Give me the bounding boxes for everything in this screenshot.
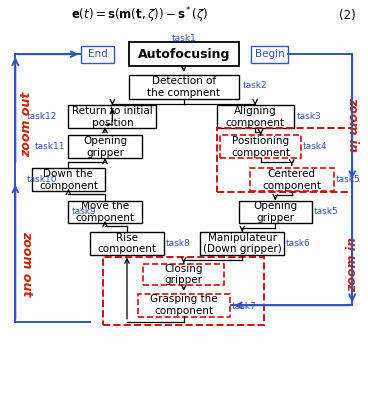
Text: task10: task10: [27, 175, 57, 184]
FancyBboxPatch shape: [32, 169, 105, 191]
Text: task3: task3: [297, 112, 321, 121]
Text: zoom out: zoom out: [21, 231, 33, 297]
Text: Autofocusing: Autofocusing: [138, 48, 230, 61]
Text: End: End: [88, 49, 107, 59]
Text: Opening
gripper: Opening gripper: [83, 136, 127, 158]
Text: task7: task7: [231, 301, 256, 311]
Text: Down the
component: Down the component: [39, 169, 98, 190]
Text: task1: task1: [171, 34, 196, 43]
FancyBboxPatch shape: [129, 75, 239, 100]
Text: task5: task5: [314, 207, 339, 216]
Text: Begin: Begin: [255, 49, 285, 59]
FancyBboxPatch shape: [81, 45, 114, 63]
Text: task5: task5: [336, 175, 360, 184]
Text: Aligning
component: Aligning component: [226, 106, 284, 128]
Text: zoom in: zoom in: [346, 97, 359, 152]
Text: task12: task12: [27, 112, 57, 121]
Text: zoom out: zoom out: [21, 92, 33, 157]
Text: (2): (2): [339, 9, 356, 21]
FancyBboxPatch shape: [251, 45, 288, 63]
Text: task6: task6: [286, 239, 310, 248]
Text: Manipulateur
(Down gripper): Manipulateur (Down gripper): [203, 233, 282, 254]
Text: Positioning
component: Positioning component: [231, 136, 290, 158]
FancyBboxPatch shape: [138, 294, 230, 317]
FancyBboxPatch shape: [68, 135, 142, 158]
FancyBboxPatch shape: [144, 263, 224, 285]
Text: Rise
component: Rise component: [98, 233, 156, 254]
Text: task9: task9: [71, 207, 96, 216]
FancyBboxPatch shape: [200, 232, 284, 255]
Text: task2: task2: [242, 81, 267, 90]
Text: zoom in: zoom in: [346, 237, 359, 292]
Text: task11: task11: [34, 142, 65, 151]
Text: Centered
component: Centered component: [262, 169, 321, 190]
Text: Grasping the
component: Grasping the component: [150, 294, 217, 316]
Text: task8: task8: [166, 239, 191, 248]
Text: Detection of
the compnent: Detection of the compnent: [147, 76, 220, 98]
Text: Closing
gripper: Closing gripper: [164, 263, 203, 285]
FancyBboxPatch shape: [129, 43, 239, 66]
FancyBboxPatch shape: [220, 135, 301, 158]
FancyBboxPatch shape: [217, 105, 294, 128]
FancyBboxPatch shape: [68, 201, 142, 223]
FancyBboxPatch shape: [250, 169, 334, 191]
FancyBboxPatch shape: [91, 232, 164, 255]
Text: task4: task4: [303, 142, 328, 151]
Text: Opening
gripper: Opening gripper: [253, 201, 297, 223]
Text: Return to initial
position: Return to initial position: [72, 106, 153, 128]
FancyBboxPatch shape: [68, 105, 156, 128]
FancyBboxPatch shape: [239, 201, 312, 223]
Text: Move the
component: Move the component: [75, 201, 135, 223]
Text: $\mathbf{e}(t) = \mathbf{s}(\mathbf{m}(\mathbf{t},\zeta)) - \mathbf{s}^*(\zeta)$: $\mathbf{e}(t) = \mathbf{s}(\mathbf{m}(\…: [71, 5, 209, 25]
